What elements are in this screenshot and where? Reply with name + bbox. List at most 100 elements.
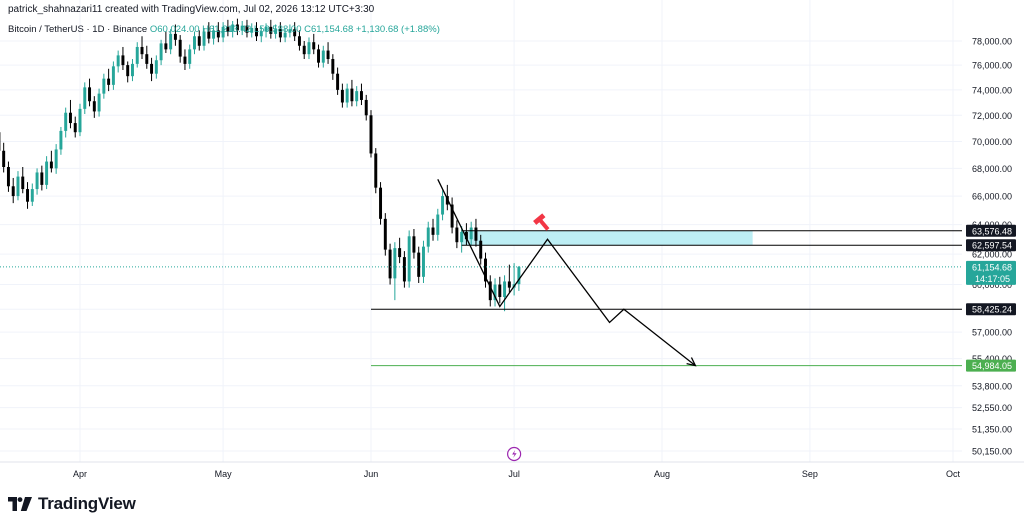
tradingview-logo-icon — [8, 497, 32, 511]
candle-down — [140, 46, 144, 55]
price-label-text: 63,576.48 — [972, 226, 1012, 236]
price-label-box — [966, 260, 1016, 285]
candle-down — [383, 218, 387, 250]
candle-down — [331, 59, 335, 74]
y-tick-label: 62,000.00 — [972, 250, 1012, 260]
candle-down — [68, 112, 72, 124]
candle-down — [183, 56, 187, 64]
candle-down — [312, 42, 316, 50]
candle-up — [16, 176, 20, 197]
candle-down — [450, 204, 454, 228]
candle-up — [188, 49, 192, 64]
tradingview-footer[interactable]: TradingView — [8, 494, 136, 514]
symbol-name: Bitcoin / TetherUS · 1D · Binance — [8, 24, 148, 35]
candle-down — [92, 101, 96, 112]
y-tick-label: 51,350.00 — [972, 425, 1012, 435]
candle-down — [369, 115, 373, 154]
x-tick-label: Jun — [364, 469, 379, 479]
price-labels: 63,576.48 62,597.54 61,154.68 14:17:05 58,42… — [966, 224, 1016, 372]
projection-arrowhead — [686, 357, 697, 367]
candle-up — [78, 108, 82, 133]
candle-down — [226, 26, 230, 32]
ohlc-values: O60,024.00 H61,213.42 L59,588.00 C61,154… — [149, 24, 440, 35]
candle-down — [11, 186, 15, 197]
candle-down — [40, 172, 44, 185]
candle-up — [274, 29, 278, 34]
candle-down — [479, 240, 483, 259]
candle-down — [164, 43, 168, 50]
candle-down — [297, 36, 301, 46]
chart-grid — [0, 0, 1024, 463]
candle-up — [493, 284, 497, 301]
price-label-box — [966, 224, 1016, 237]
x-tick-label: Sep — [802, 469, 818, 479]
candle-down — [474, 227, 478, 241]
candle-up — [321, 50, 325, 63]
candle-down — [302, 45, 306, 55]
candle-up — [54, 149, 58, 169]
candle-up — [97, 93, 101, 112]
candle-up — [221, 26, 225, 38]
lines-layer — [0, 179, 962, 367]
x-tick-label: Jul — [508, 469, 520, 479]
price-label-box — [966, 303, 1016, 316]
y-tick-label: 57,000.00 — [972, 328, 1012, 338]
candle-up — [355, 91, 359, 102]
y-tick-label: 50,150.00 — [972, 447, 1012, 457]
candle-up — [460, 231, 464, 243]
candle-down — [235, 24, 239, 31]
candle-up — [59, 130, 63, 150]
x-tick-label: Aug — [654, 469, 670, 479]
candle-up — [102, 78, 106, 94]
candle-down — [121, 55, 125, 66]
candle-down — [340, 89, 344, 103]
candle-up — [193, 36, 196, 50]
candle-up — [212, 30, 216, 39]
candle-down — [464, 231, 468, 240]
candle-down — [126, 65, 130, 77]
x-axis[interactable]: Apr May Jun Jul Aug Sep Oct — [73, 469, 961, 479]
x-tick-label: Apr — [73, 469, 87, 479]
candle-down — [484, 258, 487, 282]
candle-down — [455, 227, 459, 243]
candle-down — [145, 54, 149, 64]
candle-up — [83, 87, 87, 109]
candle-up — [469, 227, 473, 240]
candle-up — [264, 26, 268, 32]
candle-down — [269, 26, 273, 34]
candle-up — [307, 42, 311, 55]
y-tick-label: 70,000.00 — [972, 137, 1012, 147]
candle-up — [159, 43, 163, 61]
candle-down — [207, 31, 211, 39]
candle-down — [336, 73, 340, 90]
candle-up — [421, 246, 425, 277]
y-tick-label: 66,000.00 — [972, 192, 1012, 202]
candle-down — [359, 91, 363, 100]
candles-layer — [0, 18, 521, 312]
y-tick-label: 72,000.00 — [972, 111, 1012, 121]
candle-up — [130, 63, 134, 77]
candle-down — [507, 281, 511, 288]
lightning-bolt — [512, 450, 517, 458]
candle-up — [45, 161, 49, 185]
candle-down — [21, 176, 25, 190]
y-tick-label: 76,000.00 — [972, 61, 1012, 71]
candle-down — [2, 150, 6, 167]
candle-down — [6, 166, 10, 187]
candle-up — [135, 46, 139, 64]
candle-down — [431, 227, 435, 235]
candle-up — [503, 281, 507, 298]
candle-up — [259, 31, 263, 37]
candle-down — [374, 153, 378, 188]
chart-header: patrick_shahnazari11 created with Tradin… — [8, 4, 375, 15]
candle-down — [379, 187, 383, 219]
candle-up — [436, 214, 440, 235]
y-tick-label: 55,400.00 — [972, 354, 1012, 364]
candle-down — [278, 29, 282, 38]
candle-down — [107, 78, 111, 85]
candle-up — [154, 60, 158, 74]
hammer-head — [533, 213, 546, 225]
candle-down — [255, 28, 258, 37]
candle-down — [197, 36, 201, 46]
